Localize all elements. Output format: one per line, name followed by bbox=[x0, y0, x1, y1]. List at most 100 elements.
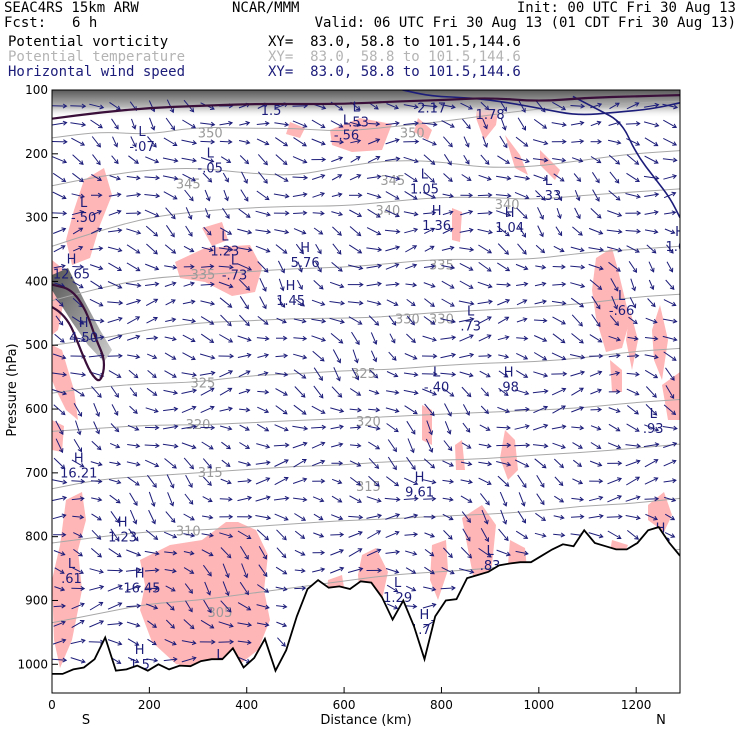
wind-vector bbox=[90, 280, 103, 289]
wind-vector bbox=[145, 587, 159, 590]
wind-vector-head bbox=[62, 479, 68, 485]
field-1-xy: XY= 83.0, 58.8 to 101.5,144.6 bbox=[268, 34, 521, 50]
wind-vector bbox=[459, 334, 474, 342]
wind-vector-head bbox=[136, 192, 142, 198]
wind-vector bbox=[126, 621, 140, 627]
pv-extremum-value: -.66 bbox=[609, 304, 634, 319]
wind-vector bbox=[311, 442, 325, 449]
wind-vector bbox=[329, 281, 344, 288]
wind-vector-head bbox=[632, 268, 638, 274]
wind-vector bbox=[164, 638, 177, 645]
wind-vector bbox=[255, 210, 271, 216]
wind-vector-head bbox=[575, 196, 581, 202]
wind-vector bbox=[237, 228, 252, 234]
wind-vector bbox=[107, 602, 122, 610]
wind-vector-head bbox=[336, 376, 341, 382]
wind-vector bbox=[52, 372, 67, 376]
wind-vector-head bbox=[671, 301, 677, 307]
wind-vector-head bbox=[80, 193, 85, 199]
wind-vector-head bbox=[635, 177, 640, 183]
wind-vector-head bbox=[192, 424, 198, 430]
wind-vector bbox=[368, 408, 380, 411]
plot-frame bbox=[51, 89, 681, 694]
wind-vector bbox=[477, 281, 492, 288]
wind-vector bbox=[367, 425, 380, 430]
y-tick-label: 100 bbox=[25, 83, 48, 97]
wind-vector bbox=[276, 529, 287, 541]
wind-vector bbox=[127, 316, 140, 325]
wind-vector-head bbox=[265, 444, 271, 449]
wind-vector bbox=[127, 424, 139, 431]
wind-vector bbox=[423, 192, 436, 199]
wind-vector-head bbox=[375, 155, 381, 161]
wind-vector-head bbox=[669, 394, 675, 400]
wind-vector bbox=[366, 192, 381, 198]
wind-vector bbox=[256, 190, 270, 201]
wind-vector-head bbox=[596, 322, 601, 328]
wind-vector-head bbox=[303, 175, 309, 181]
wind-vector-head bbox=[375, 445, 381, 450]
wind-vector bbox=[496, 175, 511, 180]
wind-vector bbox=[292, 193, 307, 197]
wind-vector-head bbox=[339, 549, 345, 554]
wind-vector bbox=[148, 491, 155, 507]
wind-vector bbox=[423, 265, 435, 268]
wind-vector-head bbox=[132, 519, 138, 525]
wind-vector-head bbox=[431, 336, 437, 342]
wind-vector bbox=[536, 475, 545, 488]
wind-vector bbox=[645, 513, 658, 520]
wind-vector-head bbox=[523, 281, 529, 287]
wind-vector-head bbox=[302, 477, 308, 483]
wind-vector bbox=[146, 317, 158, 324]
wind-vector-head bbox=[562, 139, 567, 145]
wind-vector-head bbox=[374, 321, 380, 326]
wind-vector bbox=[126, 335, 140, 341]
wind-vector bbox=[53, 245, 66, 253]
wind-vector bbox=[311, 405, 326, 414]
wind-vector bbox=[52, 172, 66, 182]
wind-vector bbox=[663, 192, 676, 199]
wind-vector-head bbox=[394, 569, 400, 574]
wind-vector-head bbox=[394, 389, 400, 395]
wind-vector bbox=[201, 265, 214, 268]
wind-vector bbox=[149, 117, 155, 130]
wind-vector-head bbox=[487, 283, 493, 289]
x-tick-label: 1200 bbox=[621, 698, 652, 712]
isentrope-310 bbox=[52, 497, 680, 544]
wind-vector bbox=[312, 496, 324, 502]
wind-vector bbox=[147, 353, 157, 359]
wind-vector bbox=[218, 621, 234, 627]
wind-vector-head bbox=[320, 409, 326, 414]
wind-vector bbox=[201, 549, 214, 556]
wind-vector bbox=[111, 118, 119, 130]
wind-vector bbox=[514, 191, 529, 199]
wind-vector bbox=[201, 246, 213, 251]
wind-vector bbox=[404, 533, 418, 536]
wind-vector-head bbox=[79, 462, 85, 468]
wind-vector-head bbox=[134, 641, 140, 646]
wind-vector-head bbox=[521, 232, 527, 238]
wind-vector bbox=[164, 370, 177, 378]
wind-vector-head bbox=[263, 320, 269, 325]
wind-vector-head bbox=[58, 448, 64, 454]
wind-vector bbox=[461, 511, 471, 523]
wind-vector-head bbox=[229, 639, 235, 645]
wind-vector bbox=[422, 335, 437, 341]
pv-extremum-value: -.50 bbox=[71, 211, 96, 226]
wind-vector-head bbox=[504, 250, 509, 255]
wind-vector-head bbox=[413, 227, 419, 233]
wind-vector bbox=[293, 318, 306, 323]
wind-vector-head bbox=[97, 227, 103, 233]
y-tick-label: 200 bbox=[25, 147, 48, 161]
wind-vector-head bbox=[557, 196, 563, 202]
y-axis-title: Pressure (hPa) bbox=[5, 343, 20, 436]
wind-vector-head bbox=[209, 532, 214, 538]
wind-vector-head bbox=[80, 585, 86, 591]
wind-vector bbox=[426, 420, 433, 435]
wind-vector bbox=[629, 297, 636, 308]
wind-vector-head bbox=[319, 356, 325, 362]
wind-vector-head bbox=[320, 478, 326, 484]
wind-vector bbox=[237, 602, 251, 611]
wind-vector-head bbox=[432, 121, 438, 127]
wind-vector-head bbox=[576, 214, 581, 220]
